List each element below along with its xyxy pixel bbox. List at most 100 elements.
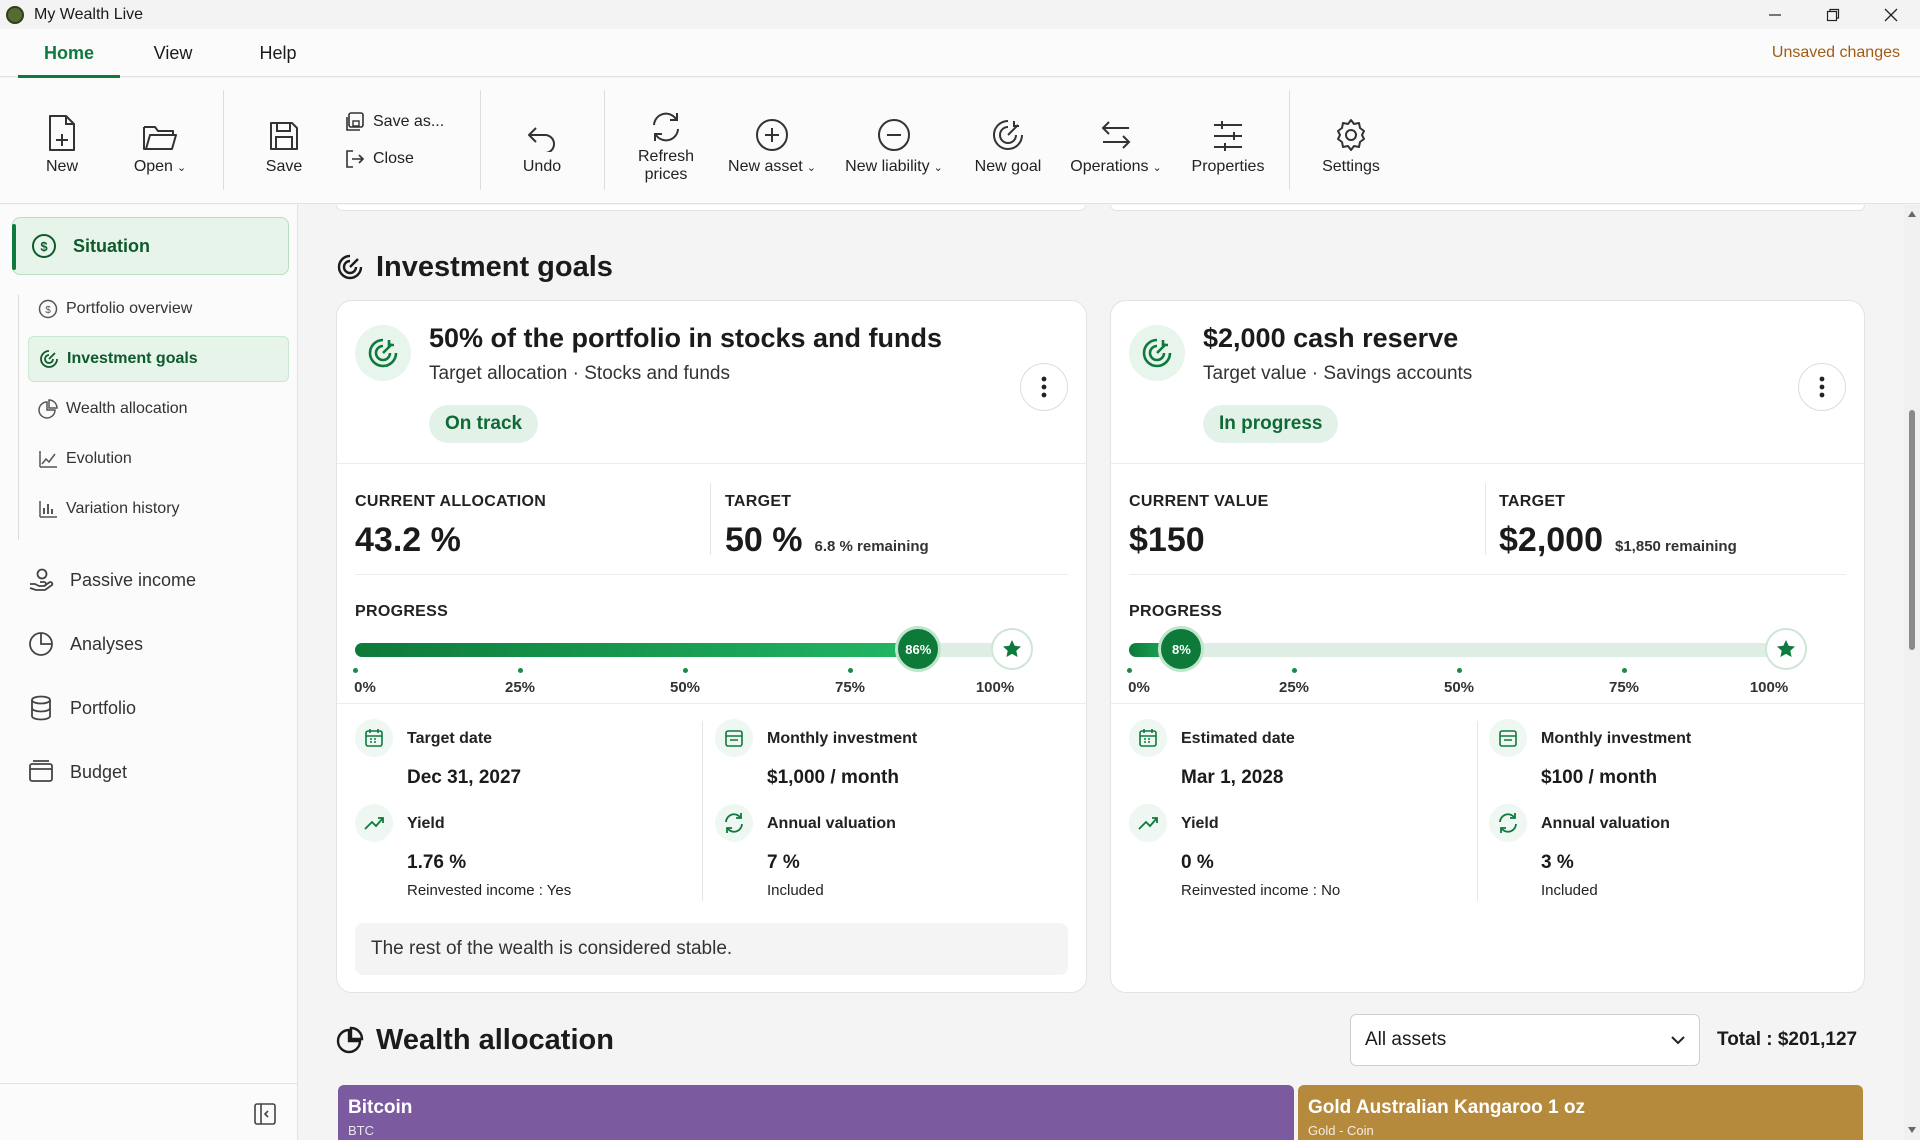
trend-up-icon (1129, 804, 1167, 842)
sidebar-item-passive-income[interactable]: Passive income (28, 555, 196, 605)
goal-subtitle: Target value · Savings accounts (1203, 363, 1473, 384)
tab-help[interactable]: Help (259, 42, 297, 63)
progress-knob: 86% (895, 626, 942, 672)
sliders-icon (1211, 106, 1245, 152)
current-value: 43.2 % (355, 521, 461, 559)
allocation-tile-gold[interactable]: Gold Australian Kangaroo 1 oz Gold - Coi… (1298, 1085, 1863, 1140)
wallet-icon (715, 719, 753, 757)
wallet-icon (28, 759, 54, 785)
tick-mark (1622, 668, 1627, 673)
target-value: 50 % 6.8 % remaining (725, 521, 929, 559)
svg-text:$: $ (40, 239, 48, 254)
scroll-up-icon[interactable] (1908, 211, 1916, 217)
yield-value: 0 % (1181, 852, 1214, 873)
remaining-text: $1,850 remaining (1615, 538, 1737, 555)
minimize-button[interactable] (1746, 0, 1804, 29)
progress-fill (355, 643, 919, 657)
close-window-button[interactable] (1862, 0, 1920, 29)
more-options-button[interactable] (1798, 363, 1846, 411)
current-label: CURRENT ALLOCATION (355, 493, 547, 510)
yield-label: Yield (407, 815, 445, 832)
ribbon-separator (223, 90, 224, 190)
card-divider (337, 463, 1086, 464)
goal-icon (1129, 325, 1185, 381)
refresh-icon (1489, 804, 1527, 842)
chevron-down-icon (1671, 1035, 1685, 1045)
tab-home[interactable]: Home (18, 29, 120, 78)
sidebar-item-portfolio-overview[interactable]: $ Portfolio overview (28, 286, 289, 332)
sidebar-item-investment-goals[interactable]: Investment goals (28, 336, 289, 382)
restore-button[interactable] (1804, 0, 1862, 29)
window-title: My Wealth Live (34, 5, 144, 23)
properties-button[interactable]: Properties (1186, 78, 1270, 204)
tick-label: 75% (834, 679, 866, 696)
date-label: Estimated date (1181, 730, 1295, 747)
collapse-sidebar-icon[interactable] (254, 1103, 276, 1125)
sidebar-item-evolution[interactable]: Evolution (28, 436, 289, 482)
wallet-icon (1489, 719, 1527, 757)
tick-label: 0% (1128, 679, 1150, 696)
column-divider (1485, 483, 1486, 555)
tick-mark (1127, 668, 1132, 673)
scroll-down-icon[interactable] (1908, 1127, 1916, 1133)
goal-icon (39, 349, 59, 369)
goal-subtitle: Target allocation · Stocks and funds (429, 363, 731, 384)
dollar-circle-icon: $ (38, 299, 58, 319)
allocation-tile-bitcoin[interactable]: Bitcoin BTC (338, 1085, 1294, 1140)
yield-value: 1.76 % (407, 852, 467, 873)
refresh-prices-button[interactable]: Refresh prices (628, 78, 704, 204)
save-button[interactable]: Save (252, 78, 316, 204)
calendar-icon (1129, 719, 1167, 757)
card-divider (355, 574, 1068, 575)
ribbon-separator (604, 90, 605, 190)
card-divider (337, 703, 1086, 704)
progress-label: PROGRESS (355, 603, 449, 620)
vertical-scrollbar[interactable] (1904, 205, 1920, 1140)
sidebar-item-analyses[interactable]: Analyses (28, 619, 143, 669)
tick-mark (518, 668, 523, 673)
goal-icon (355, 325, 411, 381)
close-button[interactable]: Close (345, 149, 414, 169)
goal-card: $2,000 cash reserve Target value · Savin… (1110, 300, 1865, 993)
menu-tabs: Home View Help Unsaved changes (0, 29, 1920, 78)
sidebar-item-situation[interactable]: $ Situation (12, 217, 289, 275)
main-content: Investment goals 50% of the portfolio in… (299, 205, 1904, 1140)
new-goal-button[interactable]: New goal (968, 78, 1048, 204)
more-options-button[interactable] (1020, 363, 1068, 411)
open-button[interactable]: Open ⌄ (122, 78, 198, 204)
goal-card: 50% of the portfolio in stocks and funds… (336, 300, 1087, 993)
sidebar-item-budget[interactable]: Budget (28, 747, 127, 797)
tick-label: 50% (669, 679, 701, 696)
app-logo-icon (6, 5, 24, 24)
settings-button[interactable]: Settings (1312, 78, 1390, 204)
asset-filter-select[interactable]: All assets (1350, 1014, 1700, 1066)
date-value: Dec 31, 2027 (407, 767, 522, 788)
column-divider (702, 721, 703, 901)
operations-button[interactable]: Operations ⌄ (1066, 78, 1166, 204)
investment-goals-heading: Investment goals (336, 242, 613, 292)
undo-button[interactable]: Undo (510, 78, 574, 204)
new-liability-button[interactable]: New liability ⌄ (840, 78, 948, 204)
pie-chart-icon (28, 631, 54, 657)
goal-note: The rest of the wealth is considered sta… (355, 923, 1068, 975)
tab-view[interactable]: View (153, 42, 193, 63)
sidebar-item-variation-history[interactable]: Variation history (28, 486, 289, 532)
scroll-thumb[interactable] (1909, 410, 1915, 650)
current-value: $150 (1129, 521, 1205, 559)
tree-line (18, 295, 19, 540)
new-asset-button[interactable]: New asset ⌄ (724, 78, 820, 204)
refresh-icon (715, 804, 753, 842)
target-value: $2,000 $1,850 remaining (1499, 521, 1737, 559)
tick-label: 50% (1443, 679, 1475, 696)
goal-title: 50% of the portfolio in stocks and funds (429, 323, 943, 353)
status-badge: On track (429, 405, 539, 443)
sidebar-item-wealth-allocation[interactable]: Wealth allocation (28, 386, 289, 432)
hand-coin-icon (28, 567, 54, 593)
save-as-button[interactable]: Save as... (345, 112, 444, 132)
tick-mark (1292, 668, 1297, 673)
new-button[interactable]: New (30, 78, 94, 204)
valuation-label: Annual valuation (1541, 815, 1670, 832)
pie-chart-icon (336, 1026, 364, 1054)
sidebar-footer-divider (0, 1083, 298, 1084)
sidebar-item-portfolio[interactable]: Portfolio (28, 683, 136, 733)
